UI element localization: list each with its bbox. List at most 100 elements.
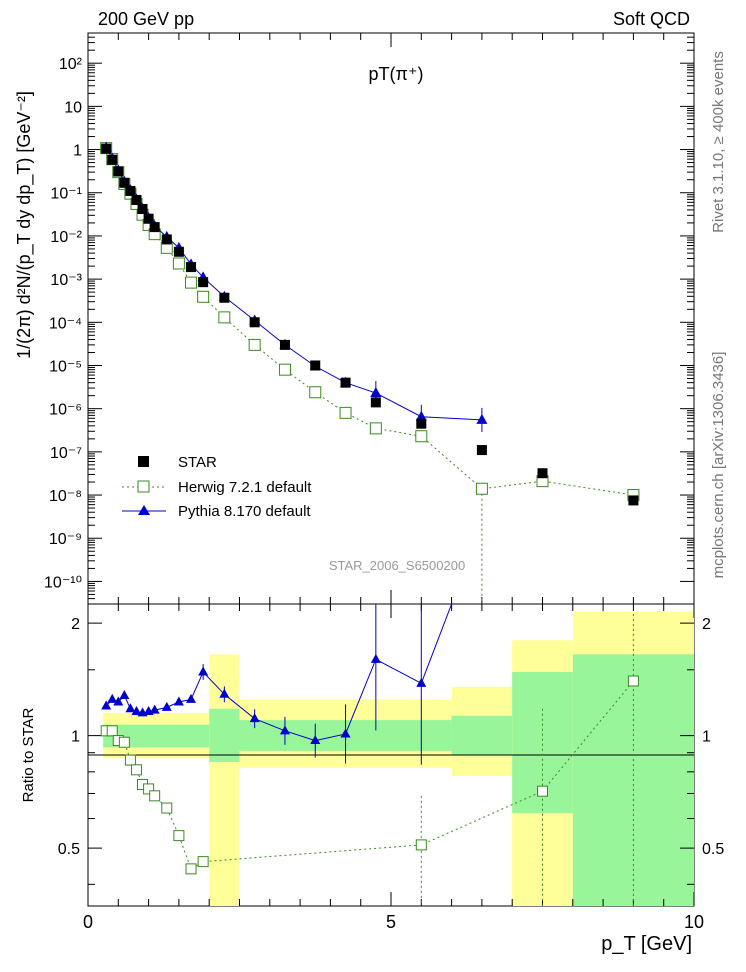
herwig-point bbox=[248, 338, 261, 351]
pythia-ratio-point bbox=[370, 653, 381, 663]
star-point bbox=[137, 204, 148, 215]
legend-star-label: STAR bbox=[178, 454, 217, 471]
y-tick-label: 10⁻² bbox=[50, 229, 82, 246]
herwig-ratio-point bbox=[173, 830, 185, 842]
star-point bbox=[131, 194, 142, 205]
herwig-ratio-point bbox=[161, 802, 173, 814]
star-point bbox=[198, 277, 209, 288]
ratio-y-tick-label: 2 bbox=[71, 616, 80, 633]
analysis-id: STAR_2006_S6500200 bbox=[329, 558, 465, 573]
pythia-ratio-point bbox=[249, 713, 260, 723]
pythia-ratio-point bbox=[149, 704, 160, 714]
pythia-ratio-point bbox=[279, 725, 290, 735]
star-point bbox=[279, 339, 290, 350]
pythia-ratio-point bbox=[416, 677, 427, 687]
star-point bbox=[125, 185, 136, 196]
herwig-ratio-point bbox=[124, 754, 136, 766]
ratio-uncertainty-bands bbox=[103, 611, 694, 906]
pythia-ratio-point bbox=[131, 706, 142, 716]
herwig-ratio-point bbox=[118, 736, 130, 748]
legend: STAR Herwig 7.2.1 default Pythia 8.170 d… bbox=[122, 454, 312, 520]
pythia-ratio-point bbox=[173, 696, 184, 706]
y-tick-label: 10⁻⁵ bbox=[49, 358, 82, 375]
star-point bbox=[249, 317, 260, 328]
star-point bbox=[113, 166, 124, 177]
ratio-y-tick-label-right: 1 bbox=[702, 729, 711, 746]
star-point bbox=[340, 377, 351, 388]
star-point bbox=[143, 213, 154, 224]
herwig-point bbox=[475, 482, 488, 495]
pythia-point bbox=[415, 410, 427, 421]
ratio-y-tick-label-right: 2 bbox=[702, 616, 711, 633]
herwig-point bbox=[172, 257, 185, 270]
side-text-top: Rivet 3.1.10, ≥ 400k events bbox=[710, 51, 727, 233]
pythia-ratio-point bbox=[310, 735, 321, 745]
ratio-y-axis-label: Ratio to STAR bbox=[20, 707, 37, 802]
herwig-point bbox=[218, 311, 231, 324]
pythia-line bbox=[105, 147, 482, 421]
star-point bbox=[370, 397, 381, 408]
herwig-ratio-point bbox=[143, 783, 155, 795]
y-tick-label: 10⁻³ bbox=[50, 272, 82, 289]
pythia-ratio-point bbox=[198, 666, 209, 676]
pythia-ratio-point bbox=[107, 693, 118, 703]
x-tick-label: 0 bbox=[83, 912, 93, 932]
herwig-ratio-point bbox=[149, 790, 161, 802]
herwig-point bbox=[369, 422, 382, 435]
y-axis-label: 1/(2π) d²N/(p_T dy dp_T) [GeV⁻²] bbox=[14, 91, 35, 359]
chart-marks bbox=[100, 141, 640, 906]
legend-star-marker bbox=[138, 456, 149, 467]
star-point bbox=[149, 222, 160, 233]
herwig-ratio-point bbox=[415, 839, 427, 851]
y-tick-label: 10⁻⁸ bbox=[49, 488, 82, 505]
y-tick-label: 10⁻¹ bbox=[50, 186, 82, 203]
y-tick-label: 10⁻⁹ bbox=[49, 531, 82, 548]
pythia-ratio-point bbox=[125, 703, 136, 713]
herwig-point bbox=[415, 430, 428, 443]
herwig-ratio-point bbox=[106, 725, 118, 737]
band-green-3 bbox=[451, 715, 513, 755]
star-point bbox=[186, 262, 197, 273]
pythia-ratio-point bbox=[101, 700, 112, 710]
star-point bbox=[537, 468, 548, 479]
band-green-1 bbox=[209, 708, 240, 762]
star-point bbox=[173, 246, 184, 257]
pythia-ratio-point bbox=[340, 728, 351, 738]
ratio-y-tick-label: 0.5 bbox=[58, 841, 80, 858]
herwig-point bbox=[197, 290, 210, 303]
herwig-point bbox=[278, 363, 291, 376]
legend-herwig-marker bbox=[137, 480, 150, 493]
herwig-point bbox=[185, 276, 198, 289]
star-point bbox=[161, 234, 172, 245]
herwig-point bbox=[309, 386, 322, 399]
star-point bbox=[476, 445, 487, 456]
plot-title: pT(π⁺) bbox=[369, 64, 424, 84]
star-point bbox=[219, 292, 230, 303]
x-tick-label: 10 bbox=[684, 912, 704, 932]
ratio-y-tick-label-right: 0.5 bbox=[702, 841, 724, 858]
pythia-ratio-point bbox=[119, 690, 130, 700]
y-tick-label: 10⁻⁴ bbox=[49, 315, 82, 332]
legend-pythia-label: Pythia 8.170 default bbox=[178, 503, 311, 520]
x-axis-label: p_T [GeV] bbox=[601, 933, 692, 955]
herwig-ratio-point bbox=[627, 675, 639, 687]
pythia-ratio-point bbox=[186, 693, 197, 703]
pythia-ratio-point bbox=[161, 701, 172, 711]
pythia-point bbox=[476, 413, 488, 424]
legend-pythia-marker bbox=[138, 505, 150, 515]
x-tick-label: 5 bbox=[386, 912, 396, 932]
header-left: 200 GeV pp bbox=[98, 9, 194, 29]
star-point bbox=[416, 418, 427, 429]
star-point bbox=[107, 154, 118, 165]
header-right: Soft QCD bbox=[613, 9, 690, 29]
ratio-y-tick-label: 1 bbox=[71, 729, 80, 746]
y-tick-label: 10⁻⁷ bbox=[50, 445, 82, 462]
herwig-ratio-point bbox=[185, 863, 197, 875]
y-tick-label: 10⁻¹⁰ bbox=[44, 574, 82, 591]
herwig-line bbox=[105, 147, 634, 496]
y-tick-label: 10² bbox=[59, 56, 83, 73]
herwig-point bbox=[339, 406, 352, 419]
legend-herwig-label: Herwig 7.2.1 default bbox=[178, 479, 312, 496]
star-point bbox=[628, 495, 639, 506]
